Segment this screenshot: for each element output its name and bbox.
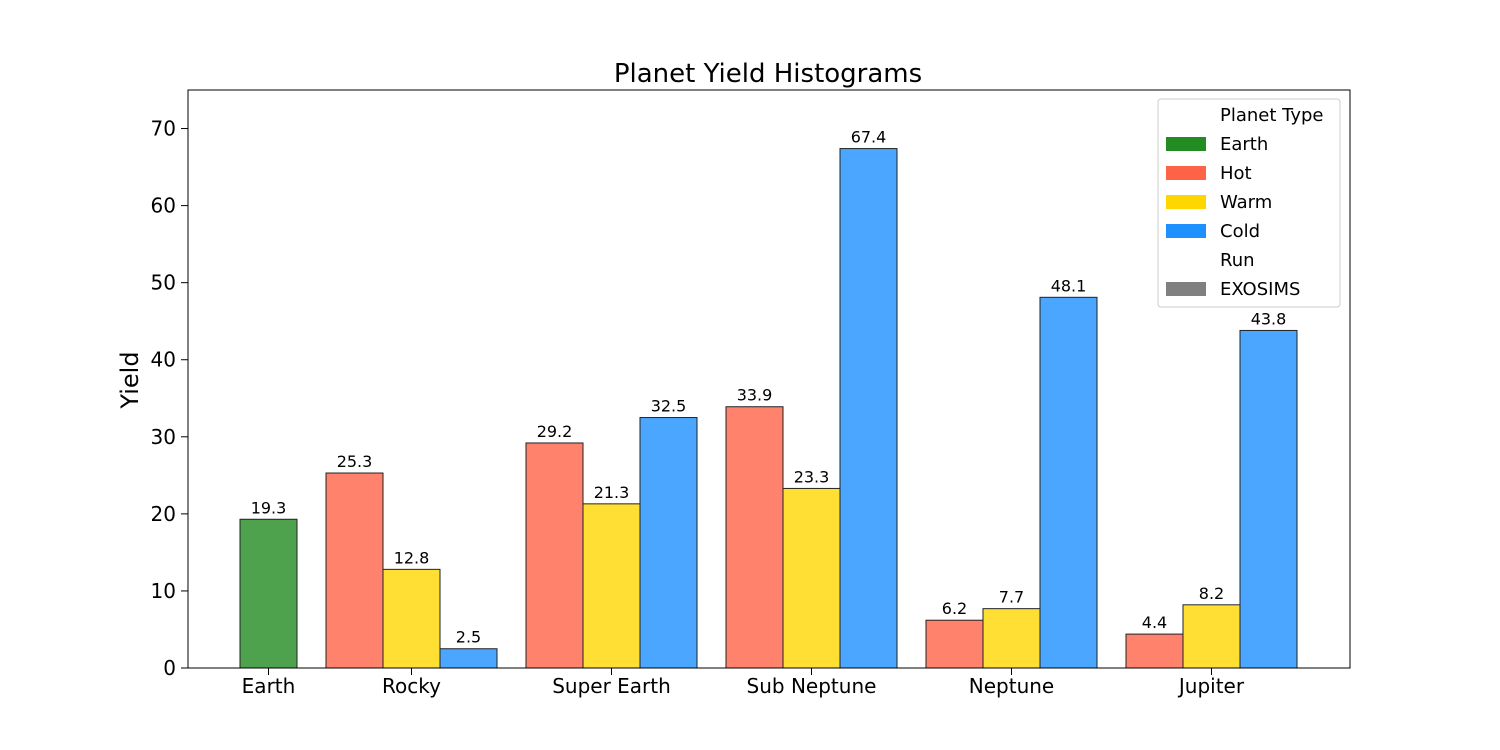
bar-jupiter-hot [1125,633,1184,669]
legend-label-cold: Cold [1220,221,1260,242]
legend-label-hot: Hot [1220,163,1252,184]
plot-frame [187,89,1351,669]
bar-value-label: 21.3 [594,483,630,502]
y-tick-label: 40 [151,348,176,372]
bar-sub-neptune-hot [725,406,784,669]
legend: Planet Type Earth Hot Warm Cold Run EXOSIMS [1157,98,1341,308]
bar-value-label: 8.2 [1199,584,1224,603]
bar-sub-neptune-cold [839,148,898,669]
legend-label-earth: Earth [1220,134,1268,155]
bars-group [239,148,1298,669]
bar-sub-neptune-warm [782,487,841,669]
bar-neptune-cold [1039,296,1098,669]
y-axis-label: Yield [116,351,144,409]
legend-swatch-cold [1166,224,1206,238]
bar-super-earth-cold [639,417,698,669]
y-tick-label: 70 [151,117,176,141]
bar-value-label: 6.2 [942,599,967,618]
x-tick-label: Neptune [969,674,1054,698]
y-tick-label: 20 [151,502,176,526]
chart-title: Planet Yield Histograms [614,59,922,89]
legend-swatch-hot [1166,166,1206,180]
bar-value-label: 12.8 [394,548,430,567]
bar-value-label: 25.3 [337,452,373,471]
bar-neptune-warm [982,608,1041,669]
legend-label-warm: Warm [1220,192,1272,213]
bar-value-label: 67.4 [851,128,887,147]
bar-value-label: 4.4 [1142,613,1167,632]
bar-jupiter-cold [1239,329,1298,669]
x-tick-label: Rocky [382,674,441,698]
bar-jupiter-warm [1182,604,1241,669]
legend-label-exosims: EXOSIMS [1220,279,1300,300]
x-tick-label: Super Earth [552,674,671,698]
y-axis: 0 10 20 30 40 50 60 70 [151,117,188,680]
bar-labels-group: 19.3 25.3 12.8 2.5 29.2 21.3 32.5 33.9 23.3 67.4 6… [251,128,1287,647]
bar-super-earth-hot [525,442,584,669]
x-axis: Earth Rocky Super Earth Sub Neptune Neptune J… [242,668,1245,698]
y-tick-label: 60 [151,194,176,218]
bar-super-earth-warm [582,503,641,669]
bar-value-label: 29.2 [537,422,573,441]
bar-rocky-warm [382,568,441,669]
x-tick-label: Jupiter [1177,674,1245,698]
y-tick-label: 50 [151,271,176,295]
legend-heading: Run [1220,250,1255,271]
bar-value-label: 23.3 [794,467,830,486]
bar-value-label: 7.7 [999,588,1024,607]
legend-heading: Planet Type [1220,105,1324,126]
bar-value-label: 19.3 [251,498,287,517]
y-tick-label: 30 [151,425,176,449]
bar-value-label: 33.9 [737,386,773,405]
legend-swatch-earth [1166,137,1206,151]
bar-value-label: 43.8 [1251,309,1287,328]
legend-swatch-warm [1166,195,1206,209]
y-tick-label: 10 [151,579,176,603]
bar-rocky-cold [439,648,498,669]
bar-value-label: 32.5 [651,397,687,416]
x-tick-label: Sub Neptune [747,674,877,698]
bar-rocky-hot [325,472,384,669]
bar-value-label: 48.1 [1051,276,1087,295]
legend-swatch-exosims [1166,282,1206,296]
bar-value-label: 2.5 [456,628,481,647]
bar-earth-earth [239,518,298,669]
x-tick-label: Earth [242,674,296,698]
y-tick-label: 0 [163,656,176,680]
bar-neptune-hot [925,619,984,669]
